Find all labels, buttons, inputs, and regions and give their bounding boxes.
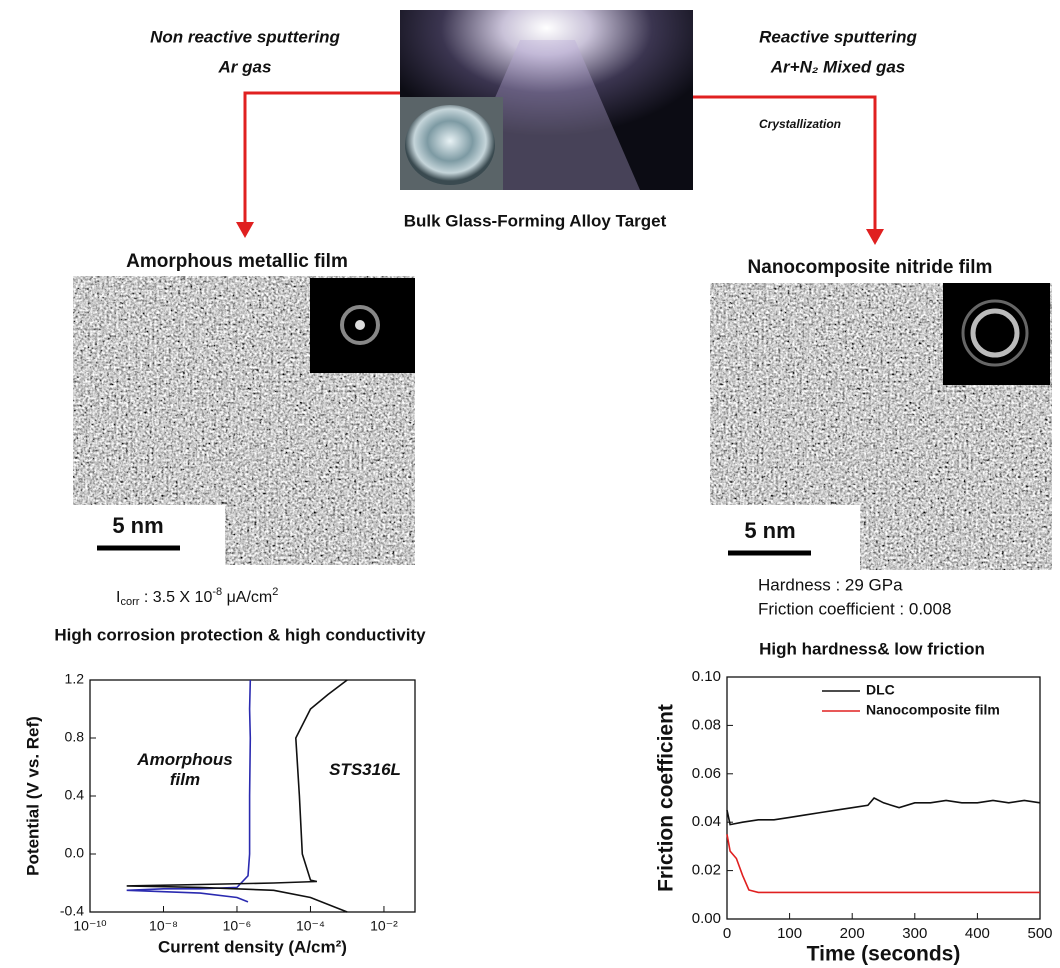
y-tick-label: 0.10 — [692, 668, 721, 685]
x-tick-label: 10⁻² — [370, 918, 398, 934]
y-tick-label: 0.00 — [692, 910, 721, 927]
film-title: Amorphous metallic film — [126, 251, 348, 272]
y-tick-label: 0.08 — [692, 716, 721, 733]
x-tick-label: 300 — [902, 925, 927, 942]
x-tick-label: 0 — [723, 925, 731, 942]
chart-title: High corrosion protection & high conduct… — [54, 625, 426, 644]
x-tick-label: 400 — [965, 925, 990, 942]
text: 2 — [272, 586, 278, 598]
text: μA/cm — [222, 589, 272, 606]
x-tick-label: 10⁻⁸ — [149, 918, 178, 934]
figure: Non reactive sputtering Ar gas Reactive … — [0, 0, 1060, 968]
y-tick-label: 0.8 — [65, 729, 85, 745]
diffraction-inset — [943, 283, 1050, 385]
arrow — [245, 93, 400, 225]
process-label: Non reactive sputtering — [150, 27, 340, 46]
data-line — [127, 680, 251, 902]
property: Hardness : 29 GPa — [758, 575, 903, 594]
target-disc — [405, 105, 495, 185]
text: -8 — [212, 586, 222, 598]
x-tick-label: 200 — [840, 925, 865, 942]
corrosion-current: Icorr : 3.5 X 10-8 μA/cm2 — [116, 586, 278, 608]
gas-label: Ar+N₂ Mixed gas — [770, 57, 906, 76]
canvas: Non reactive sputtering Ar gas Reactive … — [0, 0, 1060, 968]
y-tick-label: 0.0 — [65, 845, 85, 861]
annotation: Crystallization — [759, 117, 841, 131]
x-tick-label: 500 — [1027, 925, 1052, 942]
y-tick-label: 0.06 — [692, 765, 721, 782]
x-axis-label: Time (seconds) — [807, 943, 961, 966]
legend-label: DLC — [866, 682, 895, 698]
y-tick-label: 1.2 — [65, 671, 85, 687]
arrow-head — [866, 229, 884, 245]
x-tick-label: 10⁻⁴ — [296, 918, 325, 934]
series-annotation: STS316L — [320, 760, 410, 780]
scale-label: 5 nm — [112, 513, 163, 538]
caption: Bulk Glass-Forming Alloy Target — [404, 211, 667, 230]
plot-frame — [90, 680, 415, 912]
y-tick-label: 0.02 — [692, 862, 721, 879]
ring — [355, 320, 365, 330]
y-tick-label: -0.4 — [60, 903, 84, 919]
data-line — [127, 680, 348, 912]
series-annotation: Amorphous film — [125, 750, 245, 790]
x-axis-label: Current density (A/cm²) — [158, 937, 347, 956]
y-tick-label: 0.4 — [65, 787, 85, 803]
x-tick-label: 10⁻¹⁰ — [73, 918, 107, 934]
arrow-head — [236, 222, 254, 238]
x-tick-label: 100 — [777, 925, 802, 942]
y-axis-label: Potential (V vs. Ref) — [23, 716, 42, 876]
x-tick-label: 10⁻⁶ — [223, 918, 252, 934]
gas-label: Ar gas — [218, 57, 272, 76]
property: Friction coefficient : 0.008 — [758, 599, 951, 618]
chart-title: High hardness& low friction — [759, 639, 985, 658]
text: corr — [120, 596, 139, 608]
data-line — [727, 798, 1040, 825]
scale-label: 5 nm — [744, 518, 795, 543]
process-label: Reactive sputtering — [759, 27, 917, 46]
y-tick-label: 0.04 — [692, 813, 721, 830]
film-title: Nanocomposite nitride film — [748, 257, 993, 278]
y-axis-label: Friction coefficient — [655, 704, 678, 892]
data-line — [727, 834, 1040, 892]
legend-label: Nanocomposite film — [866, 702, 1000, 718]
text: : 3.5 X 10 — [139, 589, 212, 606]
